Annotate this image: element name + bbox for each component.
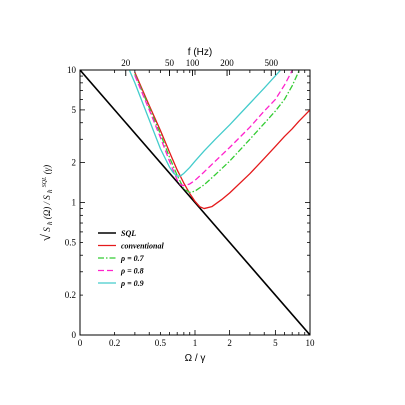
y-axis-label: √ S h (Ω) / S h SQL (γ) [38,165,54,241]
y-tick-label: 2 [72,158,77,168]
top-tick-label: 500 [264,58,278,68]
legend-label-4: ρ = 0.9 [120,279,144,288]
ylabel-mid: (Ω) / S [42,195,52,220]
ylabel-s: S [42,227,52,232]
sqrt-symbol: √ [38,233,53,241]
x-tick-label: 5 [273,338,278,348]
series-line-1 [134,72,310,210]
y-tick-label: 0.2 [65,290,76,300]
y-tick-label: 0.5 [65,237,77,247]
ylabel-sub-h: h [46,221,54,225]
ylabel-end: (γ) [42,165,52,175]
y-axis-label-text: √ S h (Ω) / S h SQL (γ) [38,165,54,241]
curves [80,70,310,335]
x-tick-label: 0.2 [109,338,120,348]
y-tick-label: 10 [67,65,77,75]
top-tick-label: 200 [220,58,234,68]
series-line-3 [134,70,293,187]
top-tick-label: 20 [121,58,131,68]
y-tick-label: 5 [72,105,77,115]
top-tick-label: 50 [165,58,175,68]
legend-label-1: conventional [121,242,164,251]
x-tick-label: 0.5 [155,338,167,348]
legend-label-0: SQL [121,229,136,238]
series-line-2 [134,70,300,194]
x-tick-label: 0 [78,338,83,348]
legend-label-2: ρ = 0.7 [120,254,145,263]
series-line-0 [80,70,310,335]
legend-label-3: ρ = 0.8 [120,267,144,276]
x-tick-label: 1 [193,338,198,348]
x-tick-label: 10 [306,338,316,348]
y-tick-label: 1 [72,198,77,208]
series-line-4 [129,70,281,177]
ylabel-sub-h2: h [46,189,54,193]
y-tick-label: 0 [72,330,77,340]
top-tick-label: 100 [186,58,200,68]
ylabel-sup-sql: SQL [42,176,48,187]
x-tick-label: 2 [227,338,232,348]
x-axis-label: Ω / γ [185,353,206,364]
legend: SQL conventional ρ = 0.7 ρ = 0.8 ρ = 0.9 [98,229,164,288]
top-axis-label: f (Hz) [188,47,212,58]
